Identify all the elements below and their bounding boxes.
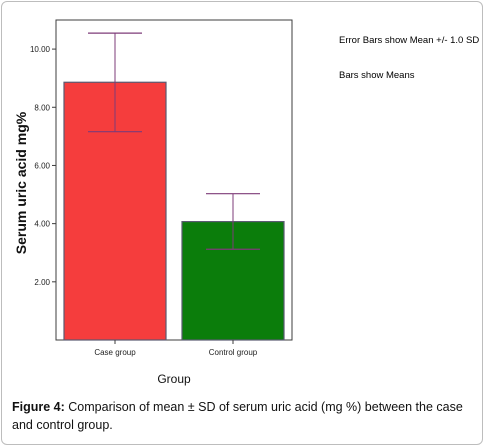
caption-label: Figure 4: (12, 400, 65, 414)
bar (181, 221, 285, 341)
x-tick-label: Case group (94, 348, 136, 357)
y-tick-label: 4.00 (34, 220, 50, 229)
y-tick-label: 2.00 (34, 278, 50, 287)
x-axis-label: Group (157, 372, 191, 386)
y-tick-label: 6.00 (34, 161, 50, 170)
y-axis-label: Serum uric acid mg% (13, 111, 29, 254)
y-tick-label: 10.00 (30, 45, 51, 54)
figure-caption: Figure 4: Comparison of mean ± SD of ser… (12, 398, 476, 434)
bars-note: Bars show Means (339, 70, 415, 81)
x-tick-label: Control group (209, 348, 258, 357)
y-tick-label: 8.00 (34, 103, 50, 112)
caption-text: Comparison of mean ± SD of serum uric ac… (12, 400, 463, 432)
error-bar-note: Error Bars show Mean +/- 1.0 SD (339, 35, 480, 46)
